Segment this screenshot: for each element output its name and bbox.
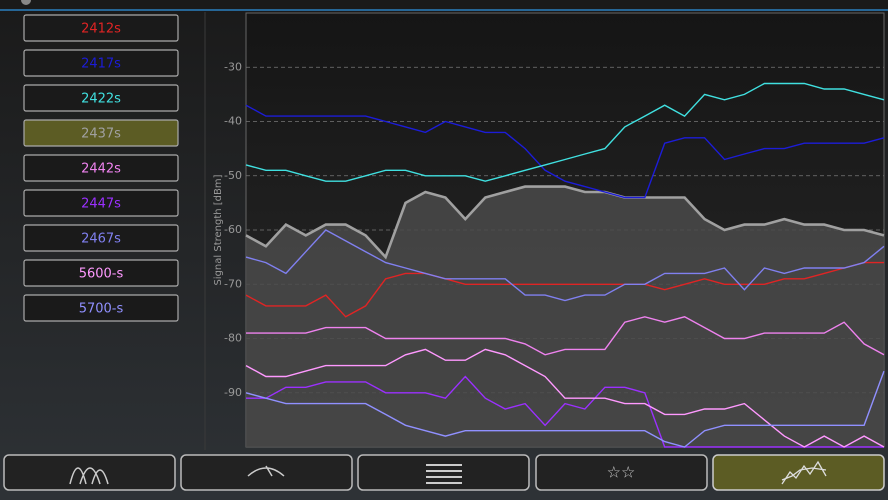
network-label: 2467s	[81, 232, 121, 247]
toolbar: ☆☆	[3, 454, 885, 491]
tab-button[interactable]	[535, 454, 708, 491]
network-label: 2417s	[81, 57, 121, 72]
series-line	[245, 82, 885, 182]
y-tick-label: -50	[224, 169, 242, 182]
meter-icon	[247, 465, 285, 477]
series-line	[245, 348, 885, 448]
network-label: 2447s	[81, 197, 121, 212]
network-label: 2442s	[81, 162, 121, 177]
network-label: 5700-s	[79, 302, 124, 317]
network-button[interactable]	[23, 84, 179, 112]
network-label: 2412s	[81, 22, 121, 37]
network-button[interactable]	[23, 119, 179, 147]
series-line	[245, 370, 885, 448]
network-button[interactable]	[23, 154, 179, 182]
y-tick-label: -30	[224, 60, 242, 73]
network-button[interactable]	[23, 224, 179, 252]
network-button[interactable]	[23, 259, 179, 287]
series-line	[245, 104, 885, 199]
network-label: 2422s	[81, 92, 121, 107]
series-line	[246, 316, 885, 356]
y-tick-label: -60	[224, 223, 242, 236]
graph-icon	[781, 460, 827, 485]
series-area	[246, 186, 884, 447]
y-tick-label: -90	[224, 386, 242, 399]
network-button[interactable]	[23, 189, 179, 217]
channel-icon	[69, 467, 109, 485]
y-tick-label: -70	[224, 277, 242, 290]
tab-button-selected[interactable]	[712, 454, 885, 491]
series-line	[245, 261, 884, 318]
network-label: 5600-s	[79, 267, 124, 282]
network-button[interactable]	[23, 294, 179, 322]
tab-button[interactable]	[180, 454, 353, 491]
status-icon	[21, 0, 31, 5]
network-button[interactable]	[23, 14, 179, 42]
series-line	[245, 185, 885, 260]
tab-button[interactable]	[3, 454, 176, 491]
series-line	[245, 229, 885, 302]
series-line	[246, 375, 884, 448]
network-label: 2437s	[81, 127, 121, 142]
network-button[interactable]	[23, 49, 179, 77]
y-tick-label: -80	[224, 332, 242, 345]
tab-button[interactable]	[357, 454, 530, 491]
list-icon	[426, 464, 462, 484]
rating-icon: ☆☆	[607, 463, 636, 482]
y-tick-label: -40	[224, 115, 242, 128]
y-axis-label: Signal Strength [dBm]	[213, 174, 224, 285]
